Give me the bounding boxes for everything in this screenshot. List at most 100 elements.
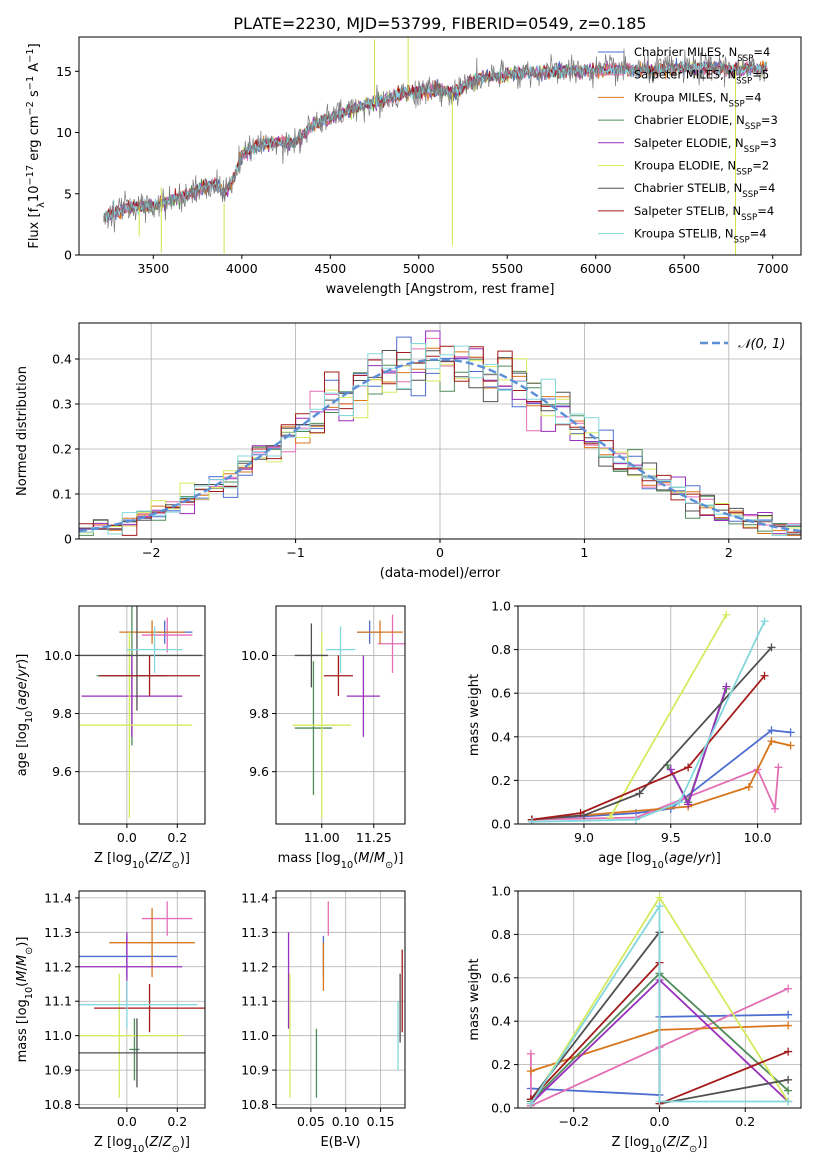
axes-frame xyxy=(275,890,406,1109)
legend-label: Kroupa ELODIE, NSSP=2 xyxy=(634,159,769,178)
weight-point-marker xyxy=(767,643,776,652)
x-tick-label: −0.2 xyxy=(559,1114,589,1129)
y-tick-label: 11.0 xyxy=(44,1028,72,1043)
x-tick-label: 9.5 xyxy=(661,830,681,845)
y-tick-label: 10.0 xyxy=(241,648,269,663)
weight_vs_age-plot-area xyxy=(527,610,795,824)
x-tick-label: 9.0 xyxy=(574,830,594,845)
weight-series-line xyxy=(609,614,728,818)
mass_vs_Z-plot-area xyxy=(79,901,205,1098)
weight-point-marker xyxy=(786,728,795,737)
weight-point-marker xyxy=(635,789,644,798)
legend-label: Chabrier STELIB, NSSP=4 xyxy=(634,181,775,200)
weight-point-marker xyxy=(760,671,769,680)
weight-point-marker xyxy=(784,1010,793,1019)
weight-point-marker xyxy=(526,1049,535,1058)
weight-point-marker xyxy=(784,1097,793,1106)
mass_vs_EBV-panel: 0.05 0.10 0.15 10.8 10.9 11.0 11.1 11.2 11.3 11.4… xyxy=(241,890,406,1150)
age_vs_mass-panel: 11.00 11.25 9.6 9.8 10.0 mass [log10(M/M⊙)] xyxy=(241,605,406,871)
weight-series-line xyxy=(531,620,766,823)
residuals-plot-area xyxy=(79,330,801,536)
x-axis-label: Z [log10(Z/Z⊙)] xyxy=(94,851,190,871)
weight-point-marker xyxy=(527,817,536,824)
weight-point-marker xyxy=(722,610,731,619)
y-tick-label: 1.0 xyxy=(491,884,511,899)
y-tick-label: 0.1 xyxy=(52,487,72,502)
weight-point-marker xyxy=(675,798,684,807)
y-tick-label: 10.8 xyxy=(44,1097,72,1112)
x-tick-label: 0.2 xyxy=(735,1114,755,1129)
weight-point-marker xyxy=(784,1047,793,1056)
weight_vs_Z-plot-area xyxy=(526,893,793,1108)
y-tick-label: 11.3 xyxy=(44,925,72,940)
weight-point-marker xyxy=(655,893,664,902)
x-axis-label: Z [log10(Z/Z⊙)] xyxy=(94,1135,190,1155)
x-tick-label: −1 xyxy=(286,545,304,560)
x-tick-label: 5500 xyxy=(491,261,523,276)
weight-point-marker xyxy=(786,741,795,750)
y-tick-label: 0.2 xyxy=(491,1057,511,1072)
x-tick-label: 5000 xyxy=(403,261,435,276)
x-tick-label: 0.2 xyxy=(167,1114,187,1129)
weight-point-marker xyxy=(655,902,664,911)
normal-pdf-curve xyxy=(79,358,801,533)
x-axis-label: Z [log10(Z/Z⊙)] xyxy=(612,1135,708,1155)
y-axis-label: mass weight xyxy=(467,674,482,756)
y-tick-label: 0.4 xyxy=(491,729,511,744)
y-tick-label: 0.2 xyxy=(52,442,72,457)
legend-label: Salpeter STELIB, NSSP=4 xyxy=(634,204,774,223)
weight-point-marker xyxy=(666,765,675,774)
legend-label: Kroupa MILES, NSSP=4 xyxy=(634,90,762,109)
y-tick-label: 11.0 xyxy=(241,1028,269,1043)
weight-point-marker xyxy=(784,984,793,993)
axes-frame xyxy=(78,36,802,256)
y-tick-label: 10.9 xyxy=(44,1063,72,1078)
y-tick-label: 9.6 xyxy=(249,764,269,779)
y-tick-label: 9.6 xyxy=(52,764,72,779)
weight-point-marker xyxy=(744,782,753,791)
x-tick-label: 0.0 xyxy=(117,1114,137,1129)
axes-frame xyxy=(275,605,406,825)
x-tick-label: 7000 xyxy=(757,261,789,276)
y-tick-label: 0.6 xyxy=(491,970,511,985)
x-tick-label: 4500 xyxy=(314,261,346,276)
legend-label: 𝒩(0, 1) xyxy=(738,337,785,352)
y-tick-label: 0 xyxy=(64,248,72,263)
weight-point-marker xyxy=(655,1097,664,1106)
y-tick-label: 15 xyxy=(56,64,72,79)
legend-label: Chabrier ELODIE, NSSP=3 xyxy=(634,113,778,132)
weight-point-marker xyxy=(767,726,776,735)
weight_vs_Z-panel: −0.2 0.0 0.2 0.0 0.2 0.4 0.6 0.8 1.0 Z [log10(Z/Z… xyxy=(467,884,802,1155)
x-tick-label: 0.05 xyxy=(297,1114,325,1129)
y-tick-label: 10 xyxy=(56,125,72,140)
y-tick-label: 10.0 xyxy=(44,648,72,663)
weight-point-marker xyxy=(526,1067,535,1076)
weight-point-marker xyxy=(784,1075,793,1084)
legend-label: Salpeter ELODIE, NSSP=3 xyxy=(634,136,777,155)
y-axis-label: Normed distribution xyxy=(15,366,30,496)
y-tick-label: 10.9 xyxy=(241,1063,269,1078)
weight-series-line xyxy=(530,987,789,1108)
y-tick-label: 5 xyxy=(64,186,72,201)
x-axis-label: wavelength [Angstrom, rest frame] xyxy=(326,282,555,297)
y-tick-label: 0.6 xyxy=(491,686,511,701)
x-tick-label: 0.0 xyxy=(117,830,137,845)
axes-frame xyxy=(78,605,206,825)
y-tick-label: 9.8 xyxy=(249,706,269,721)
y-axis-label: mass weight xyxy=(467,958,482,1040)
x-tick-label: 4000 xyxy=(226,261,258,276)
x-tick-label: 6500 xyxy=(668,261,700,276)
y-axis-label: mass [log10(M/M⊙)] xyxy=(15,937,35,1063)
y-tick-label: 11.4 xyxy=(241,890,269,905)
y-tick-label: 11.1 xyxy=(241,994,269,1009)
y-tick-label: 10.8 xyxy=(241,1097,269,1112)
y-tick-label: 0.8 xyxy=(491,927,511,942)
y-tick-label: 0.4 xyxy=(491,1014,511,1029)
y-tick-label: 0.0 xyxy=(491,1101,511,1116)
axes-frame xyxy=(517,605,802,825)
spectrum-data-line xyxy=(103,48,768,233)
x-tick-label: 0 xyxy=(436,545,444,560)
weight-point-marker xyxy=(684,763,693,772)
age_vs_Z-panel: 0.0 0.2 9.6 9.8 10.0 Z [log10(Z/Z⊙)] age [log1… xyxy=(15,605,206,871)
